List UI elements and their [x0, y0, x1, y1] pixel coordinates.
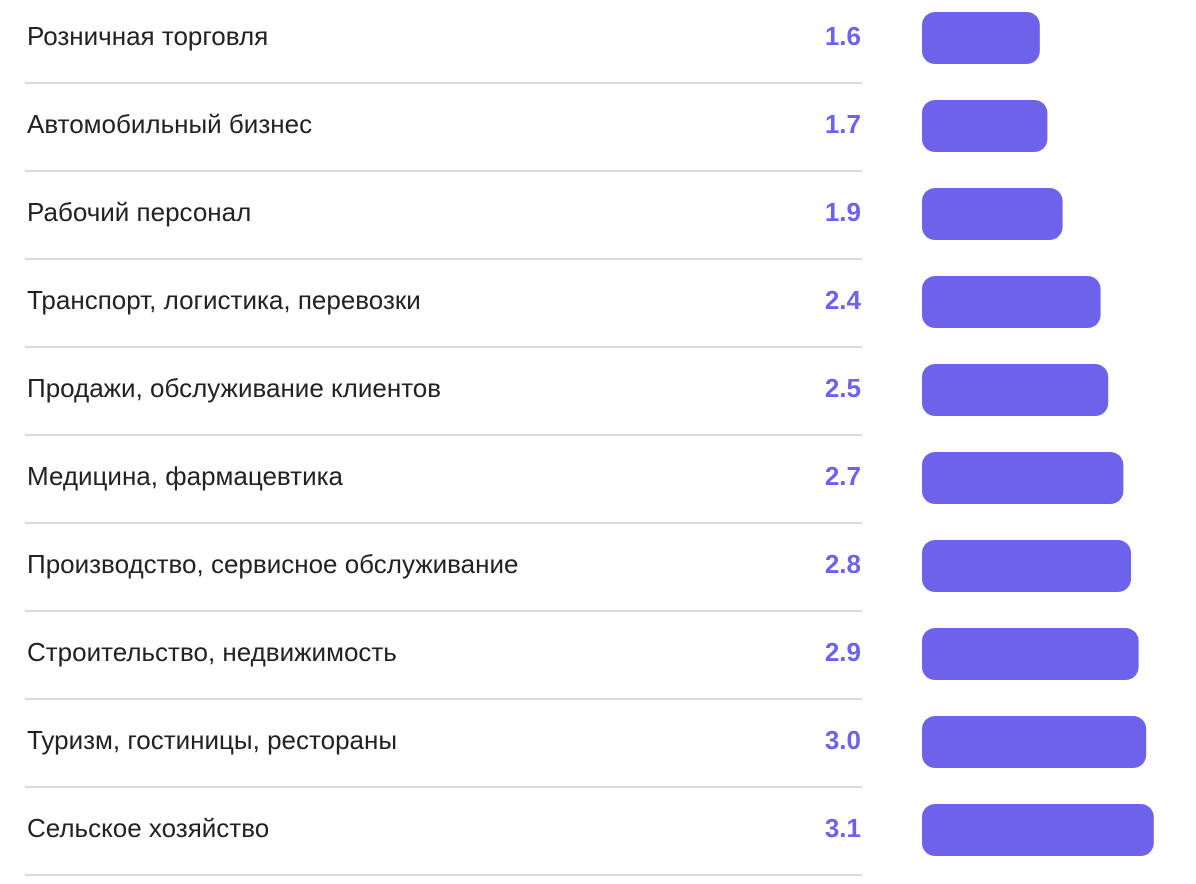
category-label: Автомобильный бизнес: [27, 109, 312, 139]
bar: [922, 628, 1139, 680]
bar: [922, 188, 1063, 240]
category-label: Производство, сервисное обслуживание: [27, 549, 519, 579]
bar: [922, 364, 1109, 416]
value-label: 3.1: [825, 813, 861, 843]
value-label: 1.7: [825, 109, 861, 139]
value-label: 2.9: [825, 637, 861, 667]
value-label: 1.6: [825, 21, 861, 51]
category-label: Продажи, обслуживание клиентов: [27, 373, 441, 403]
category-label: Розничная торговля: [27, 21, 268, 51]
category-label: Строительство, недвижимость: [27, 637, 397, 667]
bar: [922, 716, 1147, 768]
bar: [922, 452, 1124, 504]
value-label: 2.7: [825, 461, 861, 491]
value-label: 2.5: [825, 373, 861, 403]
value-label: 3.0: [825, 725, 861, 755]
value-label: 2.8: [825, 549, 861, 579]
category-label: Сельское хозяйство: [27, 813, 269, 843]
value-label: 2.4: [825, 285, 862, 315]
category-label: Рабочий персонал: [27, 197, 251, 227]
bar: [922, 276, 1101, 328]
bar: [922, 540, 1131, 592]
category-label: Туризм, гостиницы, рестораны: [27, 725, 397, 755]
category-label: Транспорт, логистика, перевозки: [27, 285, 421, 315]
bar: [922, 100, 1048, 152]
category-label: Медицина, фармацевтика: [27, 461, 344, 491]
bar: [922, 804, 1154, 856]
value-label: 1.9: [825, 197, 861, 227]
bar: [922, 12, 1040, 64]
